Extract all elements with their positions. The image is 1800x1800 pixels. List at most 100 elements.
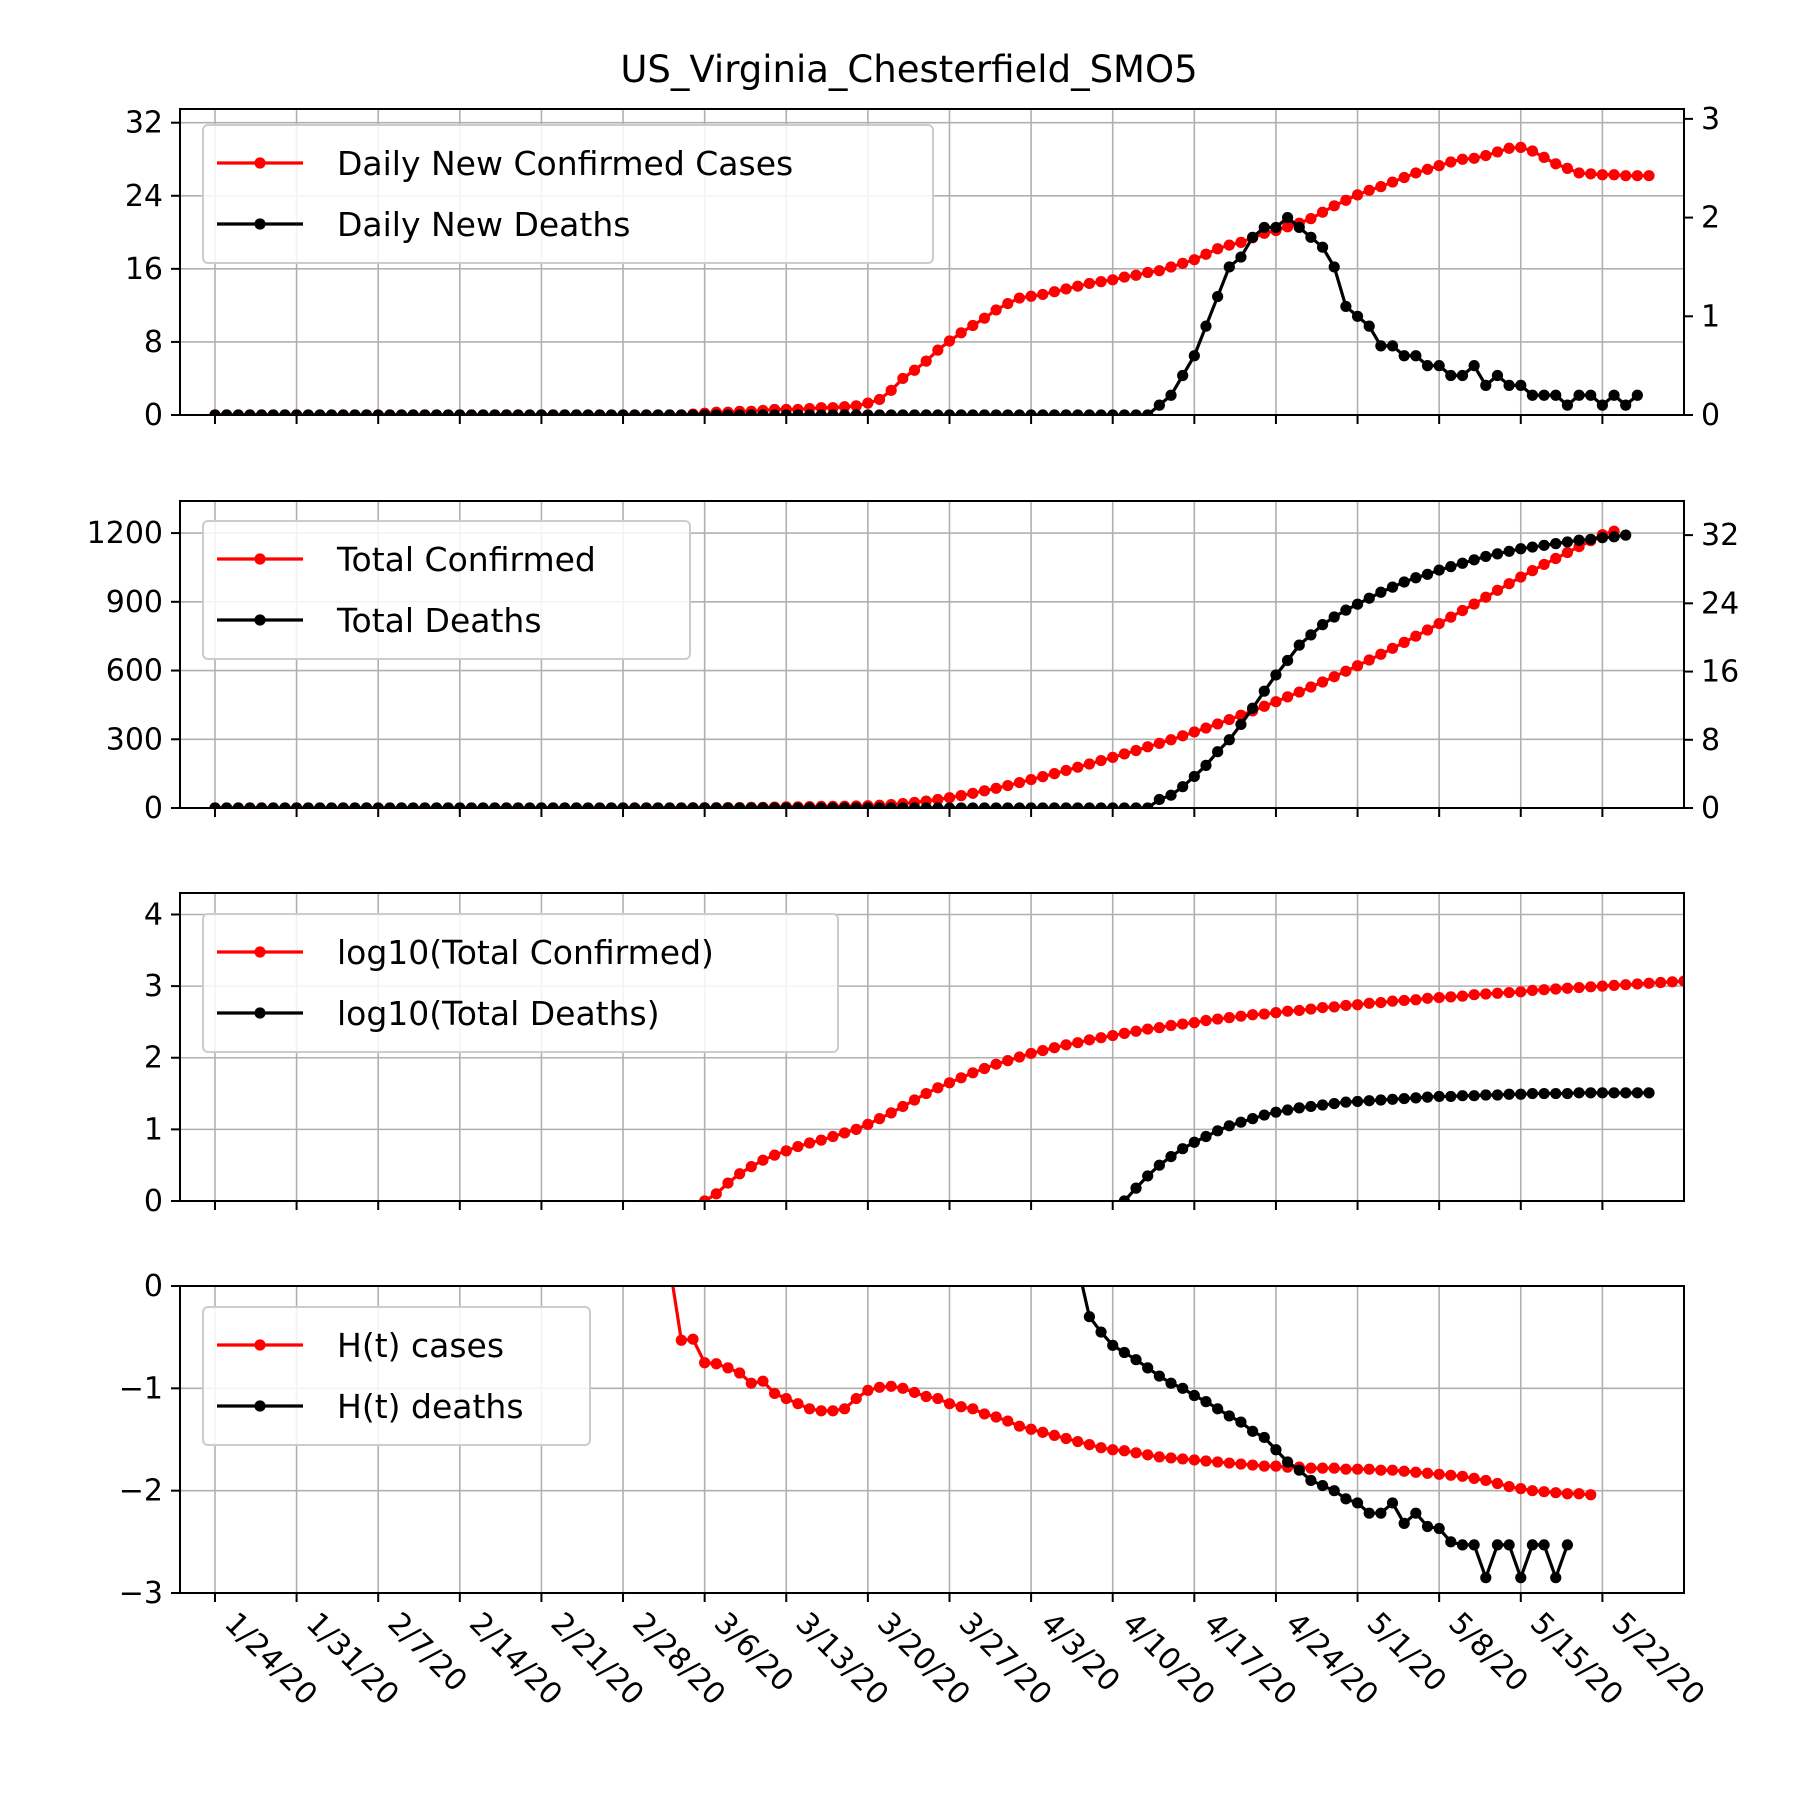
data-point xyxy=(1421,1091,1434,1103)
y-tick-label: 2 xyxy=(144,1041,163,1076)
data-point xyxy=(1223,1120,1235,1132)
data-point xyxy=(617,409,629,415)
data-point xyxy=(1596,399,1608,411)
data-point xyxy=(827,409,839,415)
data-point xyxy=(1410,1466,1422,1478)
data-point xyxy=(1002,779,1014,792)
data-point xyxy=(1456,1090,1469,1102)
data-point xyxy=(943,802,956,808)
data-point xyxy=(1363,1463,1375,1475)
data-point xyxy=(1631,389,1643,401)
data-point xyxy=(582,802,594,808)
data-point xyxy=(1678,975,1684,987)
data-point xyxy=(1118,1346,1130,1359)
data-point xyxy=(547,409,559,415)
data-point xyxy=(1270,669,1282,681)
data-point xyxy=(477,802,489,808)
y-tick-label: 8 xyxy=(144,325,163,360)
data-point xyxy=(1468,152,1480,164)
data-point xyxy=(1258,685,1270,697)
data-point xyxy=(1223,734,1235,746)
data-point xyxy=(1491,1539,1504,1551)
data-point xyxy=(827,1130,839,1143)
data-point xyxy=(1526,984,1539,997)
data-point xyxy=(1445,611,1457,623)
data-point xyxy=(710,1188,722,1200)
data-point xyxy=(1293,1102,1305,1114)
data-point xyxy=(1561,399,1574,411)
legend-box xyxy=(202,1306,591,1446)
data-point xyxy=(1282,691,1294,703)
data-point xyxy=(1305,1100,1317,1113)
data-point xyxy=(803,409,816,415)
data-point xyxy=(1585,533,1597,545)
data-point xyxy=(1025,290,1037,302)
data-point xyxy=(1550,983,1562,995)
data-point xyxy=(535,409,548,415)
data-point xyxy=(1503,142,1515,154)
data-point xyxy=(1188,1136,1200,1148)
data-point xyxy=(1421,360,1434,372)
legend-box xyxy=(202,124,934,264)
data-point xyxy=(1270,696,1282,708)
data-point xyxy=(1480,149,1492,162)
data-point xyxy=(1072,1435,1084,1448)
data-point xyxy=(454,802,466,808)
data-point xyxy=(1048,409,1061,415)
data-point xyxy=(559,409,571,415)
data-point xyxy=(1095,1442,1107,1454)
data-point xyxy=(442,802,454,808)
data-point xyxy=(1165,734,1177,746)
data-point xyxy=(1351,189,1364,201)
data-point xyxy=(302,409,314,415)
data-point xyxy=(1433,1090,1445,1103)
data-point xyxy=(1060,1432,1072,1445)
data-point xyxy=(838,1127,851,1139)
y-tick-label: 1 xyxy=(144,1112,163,1147)
data-point xyxy=(1177,1018,1189,1030)
data-point xyxy=(1305,213,1317,225)
data-point xyxy=(1258,1431,1270,1444)
data-point xyxy=(1212,290,1224,303)
data-point xyxy=(1363,654,1375,666)
right-y-tick-label: 8 xyxy=(1701,723,1720,758)
data-point xyxy=(302,802,314,808)
data-point xyxy=(1316,1099,1329,1111)
data-point xyxy=(885,1380,897,1392)
data-point xyxy=(1305,1474,1317,1487)
data-point xyxy=(1072,409,1084,415)
data-point xyxy=(1060,764,1072,777)
data-point xyxy=(932,344,944,356)
data-point xyxy=(1550,389,1562,401)
data-point xyxy=(1095,276,1107,288)
data-point xyxy=(885,1107,897,1119)
data-point xyxy=(1643,170,1655,182)
plot-frame xyxy=(179,1285,1685,1594)
data-point xyxy=(769,1149,781,1161)
data-point xyxy=(1421,624,1434,636)
data-point xyxy=(955,409,967,415)
data-point xyxy=(290,409,303,415)
data-point xyxy=(862,802,874,808)
data-point xyxy=(932,409,944,415)
data-point xyxy=(652,802,664,808)
data-point xyxy=(489,802,501,808)
data-point xyxy=(314,802,326,808)
plot-frame xyxy=(179,108,1685,416)
data-point xyxy=(640,802,652,808)
data-point xyxy=(1235,236,1247,248)
data-point xyxy=(500,802,513,808)
data-point xyxy=(1433,564,1445,576)
data-point xyxy=(524,802,536,808)
data-point xyxy=(978,785,991,797)
data-point xyxy=(1456,990,1469,1002)
data-point xyxy=(1573,981,1585,994)
data-point xyxy=(1153,1159,1165,1171)
data-point xyxy=(1072,1037,1084,1049)
data-point xyxy=(1375,648,1387,660)
data-point xyxy=(792,409,804,415)
data-point xyxy=(1118,748,1130,760)
data-point xyxy=(430,409,443,415)
data-point xyxy=(943,1398,956,1410)
data-point xyxy=(1526,1539,1539,1551)
